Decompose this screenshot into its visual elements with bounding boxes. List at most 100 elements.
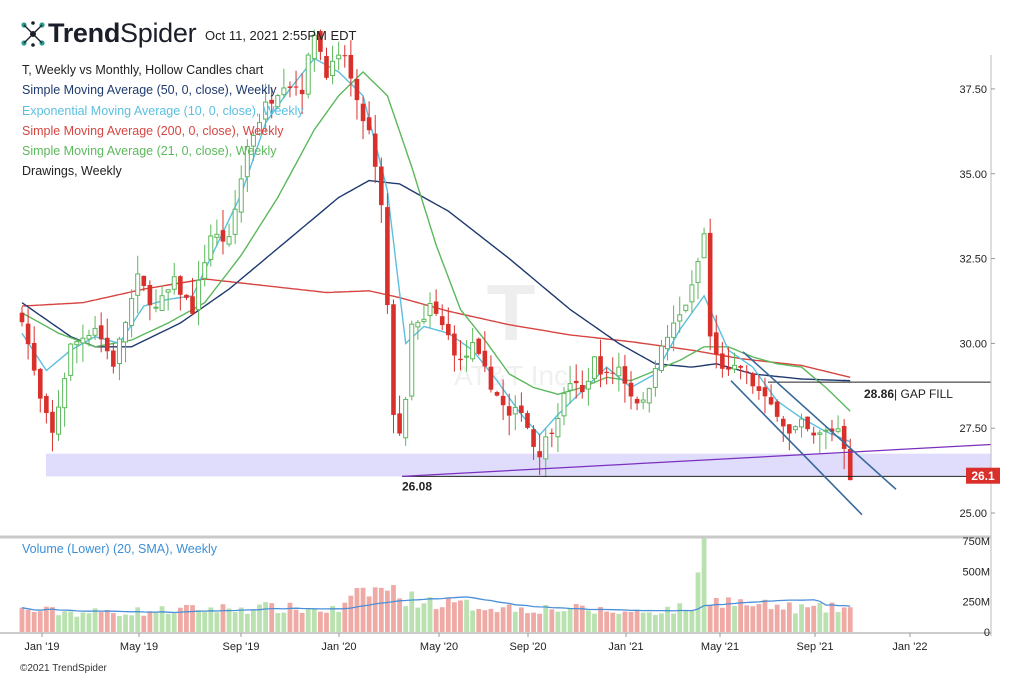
candle-body: [811, 432, 816, 436]
volume-bar: [744, 605, 750, 632]
candle-body: [780, 418, 786, 427]
volume-bar: [689, 610, 695, 632]
candle-body: [153, 306, 159, 309]
candle-body: [159, 295, 165, 311]
candle-body: [397, 413, 402, 434]
candle-body: [452, 333, 457, 356]
volume-bar: [543, 604, 549, 632]
y-tick-label: 30.00: [959, 338, 987, 350]
volume-bar: [324, 612, 329, 632]
volume-bar: [811, 605, 817, 632]
candle-body: [792, 426, 798, 431]
volume-bar: [415, 607, 421, 632]
candle-body: [701, 233, 707, 259]
volume-bar: [360, 587, 366, 632]
legend-sma-200[interactable]: Simple Moving Average (200, 0, close), W…: [22, 123, 284, 138]
candle-body: [665, 336, 671, 350]
volume-bar: [403, 606, 409, 632]
volume-bar: [257, 604, 262, 632]
candle-body: [25, 323, 31, 345]
candle-body: [293, 86, 299, 88]
volume-bar: [774, 604, 780, 632]
volume-bar: [750, 606, 756, 632]
candle-body: [366, 117, 372, 131]
volume-bar: [311, 608, 317, 632]
chart-timestamp: Oct 11, 2021 2:55PM EDT: [205, 28, 357, 43]
volume-bar: [129, 615, 135, 632]
volume-bar: [713, 597, 719, 632]
volume-legend[interactable]: Volume (Lower) (20, SMA), Weekly: [22, 542, 217, 556]
candle-body: [415, 321, 421, 328]
candle-body: [324, 56, 329, 78]
candle-body: [409, 323, 415, 397]
volume-bar: [780, 609, 786, 632]
chart-title: T, Weekly vs Monthly, Hollow Candles cha…: [22, 63, 264, 77]
candle-body: [823, 429, 829, 432]
volume-bar: [366, 596, 372, 632]
volume-bar: [348, 595, 354, 632]
rising-trendline[interactable]: [401, 443, 992, 477]
brand-name: TrendSpider: [48, 18, 197, 48]
volume-bar: [153, 612, 159, 632]
candle-body: [561, 392, 567, 417]
candle-body: [622, 366, 628, 384]
candle-body: [238, 178, 244, 213]
volume-bar: [275, 613, 281, 632]
candle-body: [482, 350, 488, 367]
volume-bar: [293, 609, 299, 632]
volume-bar: [738, 599, 744, 632]
volume-bar: [567, 608, 573, 632]
volume-bar: [342, 602, 348, 632]
volume-bar: [525, 613, 530, 632]
candle-body: [835, 428, 841, 432]
volume-bar: [196, 610, 202, 632]
candle-body: [616, 366, 622, 377]
candle-body: [470, 342, 476, 360]
candle-body: [74, 341, 80, 346]
legend-drawings[interactable]: Drawings, Weekly: [22, 164, 122, 179]
candle-body: [787, 424, 792, 434]
volume-bar: [208, 607, 214, 632]
candle-body: [56, 406, 62, 435]
legend-sma-50[interactable]: Simple Moving Average (50, 0, close), We…: [22, 83, 277, 98]
sma-21-line[interactable]: [21, 71, 851, 412]
volume-bar: [847, 607, 853, 632]
candle-body: [196, 279, 202, 311]
candle-body: [707, 232, 713, 337]
volume-bar: [707, 605, 713, 632]
candle-body: [379, 166, 384, 206]
support-zone: [46, 453, 991, 477]
channel-lower-line[interactable]: [730, 380, 863, 516]
candle-body: [171, 276, 177, 290]
volume-bar: [226, 608, 232, 632]
candle-body: [658, 345, 664, 372]
candle-body: [111, 350, 116, 367]
candle-body: [847, 449, 853, 481]
volume-bar: [171, 613, 177, 632]
y-tick-label: 25.00: [959, 508, 987, 520]
volume-bar: [281, 612, 287, 632]
volume-bar: [354, 588, 360, 632]
candle-body: [281, 87, 287, 96]
volume-bar: [805, 607, 811, 632]
volume-bar: [98, 612, 104, 632]
candle-body: [190, 296, 195, 314]
candle-body: [543, 436, 549, 460]
volume-bar: [695, 572, 701, 632]
candle-body: [488, 366, 494, 390]
channel-upper-line[interactable]: [742, 351, 897, 490]
candle-body: [579, 384, 585, 393]
volume-bar: [427, 597, 433, 632]
volume-bar: [598, 607, 603, 632]
volume-tick-label: 0: [984, 627, 990, 639]
volume-bar: [786, 602, 792, 632]
sma-50-line[interactable]: [21, 179, 851, 382]
volume-bar: [610, 612, 616, 632]
candle-body: [671, 322, 677, 338]
volume-bar: [652, 614, 658, 632]
candle-body: [257, 122, 263, 135]
volume-bar: [80, 612, 86, 632]
legend-sma-21[interactable]: Simple Moving Average (21, 0, close), We…: [22, 144, 277, 159]
legend-ema-10[interactable]: Exponential Moving Average (10, 0, close…: [22, 103, 304, 118]
